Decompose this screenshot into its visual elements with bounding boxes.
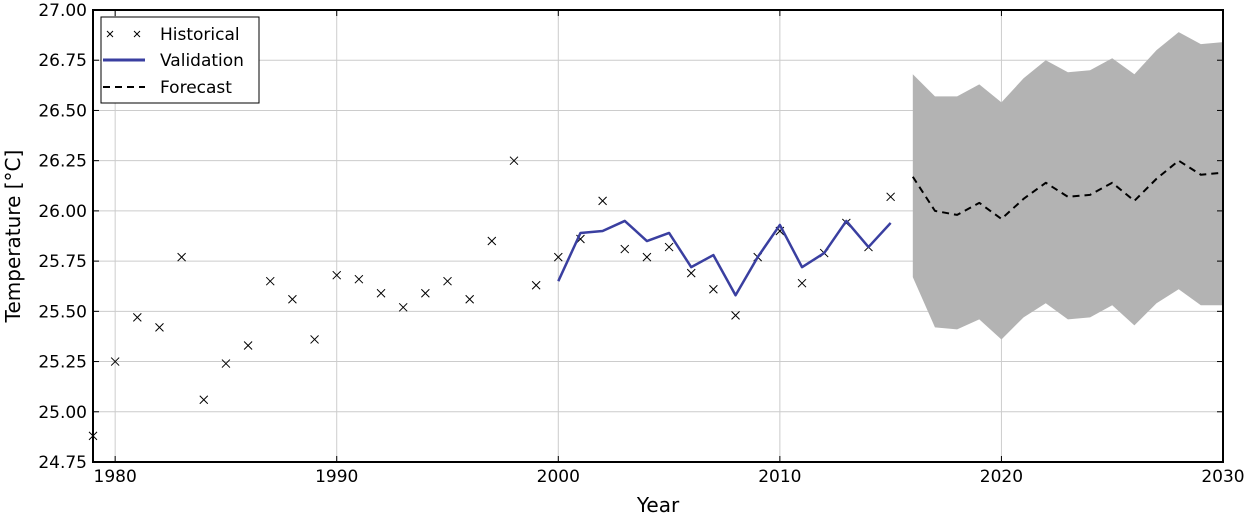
point-historical — [642, 252, 652, 262]
plot-frame — [92, 9, 1224, 463]
point-historical — [199, 395, 209, 405]
point-historical — [598, 196, 607, 206]
y-tick-label: 24.75 — [38, 453, 87, 473]
y-tick-label: 26.75 — [38, 51, 87, 71]
point-historical — [155, 323, 164, 332]
point-historical — [509, 156, 519, 166]
point-historical — [354, 274, 364, 284]
point-historical — [731, 310, 740, 320]
point-historical — [243, 341, 253, 350]
point-historical — [465, 294, 475, 304]
legend-label-forecast: Forecast — [160, 78, 232, 98]
series-line-validation — [557, 219, 892, 297]
y-tick-label: 25.50 — [38, 302, 87, 322]
confidence-band-layer — [912, 32, 1223, 340]
y-tick-label: 26.25 — [38, 152, 87, 172]
point-historical — [664, 242, 674, 252]
series-line-forecast — [911, 159, 1224, 220]
y-tick-label: 27.00 — [38, 1, 87, 21]
point-historical — [420, 288, 430, 298]
y-tick-label: 25.75 — [38, 252, 87, 272]
point-historical — [797, 278, 807, 288]
legend-label-validation: Validation — [160, 51, 244, 71]
point-historical — [221, 359, 231, 368]
point-historical — [553, 252, 563, 262]
point-historical — [376, 288, 386, 298]
forecast-confidence-band — [912, 32, 1223, 340]
point-historical — [620, 244, 630, 254]
point-historical — [709, 284, 718, 294]
y-tick-label: 26.50 — [38, 101, 87, 121]
x-tick-label: 2000 — [537, 467, 580, 487]
legend: Historical Validation Forecast — [100, 16, 260, 104]
legend-label-historical: Historical — [160, 25, 240, 45]
point-historical — [398, 302, 408, 312]
point-historical — [332, 270, 342, 280]
y-tick-label: 25.00 — [38, 403, 87, 423]
point-historical — [487, 236, 497, 246]
point-historical — [443, 276, 452, 286]
y-tick-label: 25.25 — [38, 353, 87, 373]
x-tick-label: 1990 — [315, 467, 358, 487]
point-historical — [686, 268, 696, 278]
point-historical — [265, 276, 275, 286]
legend-marker-historical — [106, 30, 141, 38]
x-tick-label: 2030 — [1201, 467, 1244, 487]
series-layer — [88, 156, 1224, 441]
point-historical — [177, 252, 186, 262]
y-tick-label: 26.00 — [38, 202, 87, 222]
point-historical — [110, 357, 120, 366]
x-tick-label: 1980 — [94, 467, 137, 487]
y-axis-label: Temperature [°C] — [1, 150, 25, 324]
point-historical — [886, 192, 896, 202]
x-axis-label: Year — [636, 493, 680, 517]
point-historical — [531, 280, 541, 290]
point-historical — [288, 294, 297, 304]
ticks: 1980 1990 2000 2010 2020 2030 24.75 25.00 25.25 2… — [38, 1, 1244, 487]
x-tick-label: 2010 — [758, 467, 801, 487]
point-historical — [310, 335, 319, 344]
point-historical — [132, 313, 142, 322]
x-tick-label: 2020 — [980, 467, 1023, 487]
